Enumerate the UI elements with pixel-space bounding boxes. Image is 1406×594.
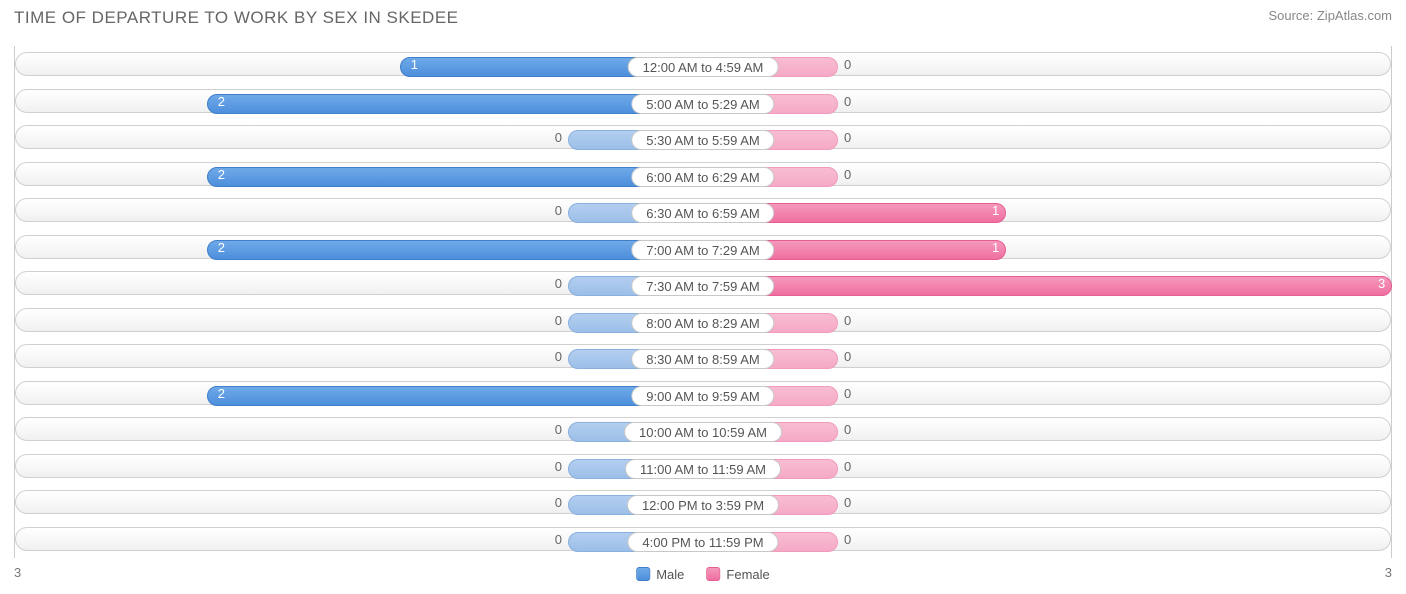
row-label: 8:00 AM to 8:29 AM [631, 313, 774, 333]
row-track: 0 0 4:00 PM to 11:59 PM [15, 527, 1391, 551]
legend-male-swatch [636, 567, 650, 581]
row-track: 2 0 5:00 AM to 5:29 AM [15, 89, 1391, 113]
male-value: 1 [411, 53, 418, 77]
male-value: 2 [218, 163, 225, 187]
male-bar [207, 94, 703, 114]
row-label: 9:00 AM to 9:59 AM [631, 386, 774, 406]
male-value: 0 [555, 272, 562, 296]
male-value: 0 [555, 199, 562, 223]
female-value: 0 [844, 53, 851, 77]
chart-source: Source: ZipAtlas.com [1268, 8, 1392, 23]
chart-row: 2 0 5:00 AM to 5:29 AM [15, 83, 1391, 120]
axis-max-left: 3 [14, 565, 21, 580]
chart-row: 0 0 4:00 PM to 11:59 PM [15, 521, 1391, 558]
row-label: 10:00 AM to 10:59 AM [624, 422, 782, 442]
row-track: 1 0 12:00 AM to 4:59 AM [15, 52, 1391, 76]
row-label: 8:30 AM to 8:59 AM [631, 349, 774, 369]
male-bar [207, 240, 703, 260]
row-track: 2 0 6:00 AM to 6:29 AM [15, 162, 1391, 186]
female-value: 3 [1378, 272, 1385, 296]
row-label: 5:30 AM to 5:59 AM [631, 130, 774, 150]
male-value: 0 [555, 528, 562, 552]
chart-row: 0 0 11:00 AM to 11:59 AM [15, 448, 1391, 485]
chart-row: 0 0 10:00 AM to 10:59 AM [15, 411, 1391, 448]
female-bar [703, 276, 1392, 296]
male-value: 0 [555, 345, 562, 369]
legend-female-label: Female [726, 567, 769, 582]
female-value: 0 [844, 90, 851, 114]
row-track: 0 3 7:30 AM to 7:59 AM [15, 271, 1391, 295]
female-value: 0 [844, 126, 851, 150]
row-label: 6:00 AM to 6:29 AM [631, 167, 774, 187]
male-value: 0 [555, 455, 562, 479]
row-label: 4:00 PM to 11:59 PM [627, 532, 778, 552]
row-label: 6:30 AM to 6:59 AM [631, 203, 774, 223]
female-value: 0 [844, 455, 851, 479]
row-label: 11:00 AM to 11:59 AM [625, 459, 781, 479]
chart-row: 1 0 12:00 AM to 4:59 AM [15, 46, 1391, 83]
female-value: 0 [844, 418, 851, 442]
legend-male: Male [636, 567, 684, 582]
row-track: 0 0 11:00 AM to 11:59 AM [15, 454, 1391, 478]
chart-row: 0 0 8:00 AM to 8:29 AM [15, 302, 1391, 339]
female-value: 0 [844, 491, 851, 515]
row-track: 0 0 8:30 AM to 8:59 AM [15, 344, 1391, 368]
chart-row: 2 1 7:00 AM to 7:29 AM [15, 229, 1391, 266]
chart-title: TIME OF DEPARTURE TO WORK BY SEX IN SKED… [14, 8, 459, 28]
row-track: 0 0 12:00 PM to 3:59 PM [15, 490, 1391, 514]
female-value: 1 [992, 236, 999, 260]
row-label: 7:00 AM to 7:29 AM [631, 240, 774, 260]
male-value: 0 [555, 491, 562, 515]
legend-male-label: Male [656, 567, 684, 582]
row-track: 0 0 10:00 AM to 10:59 AM [15, 417, 1391, 441]
chart-area: 1 0 12:00 AM to 4:59 AM 2 0 5:00 AM to 5:29 A… [14, 46, 1392, 558]
legend-female-swatch [706, 567, 720, 581]
male-value: 2 [218, 90, 225, 114]
female-value: 0 [844, 528, 851, 552]
female-value: 1 [992, 199, 999, 223]
male-bar [207, 167, 703, 187]
male-value: 0 [555, 126, 562, 150]
chart-row: 0 0 8:30 AM to 8:59 AM [15, 338, 1391, 375]
chart-row: 2 0 9:00 AM to 9:59 AM [15, 375, 1391, 412]
chart-row: 0 3 7:30 AM to 7:59 AM [15, 265, 1391, 302]
row-track: 0 0 8:00 AM to 8:29 AM [15, 308, 1391, 332]
chart-row: 2 0 6:00 AM to 6:29 AM [15, 156, 1391, 193]
male-value: 2 [218, 236, 225, 260]
male-value: 0 [555, 418, 562, 442]
row-track: 0 1 6:30 AM to 6:59 AM [15, 198, 1391, 222]
chart-row: 0 0 12:00 PM to 3:59 PM [15, 484, 1391, 521]
row-track: 2 0 9:00 AM to 9:59 AM [15, 381, 1391, 405]
male-bar [207, 386, 703, 406]
chart-row: 0 1 6:30 AM to 6:59 AM [15, 192, 1391, 229]
row-label: 5:00 AM to 5:29 AM [631, 94, 774, 114]
legend-female: Female [706, 567, 769, 582]
female-value: 0 [844, 163, 851, 187]
row-label: 7:30 AM to 7:59 AM [631, 276, 774, 296]
row-track: 0 0 5:30 AM to 5:59 AM [15, 125, 1391, 149]
male-value: 2 [218, 382, 225, 406]
chart-row: 0 0 5:30 AM to 5:59 AM [15, 119, 1391, 156]
female-value: 0 [844, 382, 851, 406]
male-value: 0 [555, 309, 562, 333]
female-value: 0 [844, 309, 851, 333]
row-track: 2 1 7:00 AM to 7:29 AM [15, 235, 1391, 259]
row-label: 12:00 PM to 3:59 PM [627, 495, 779, 515]
row-label: 12:00 AM to 4:59 AM [628, 57, 779, 77]
legend: Male Female [636, 567, 770, 582]
female-value: 0 [844, 345, 851, 369]
axis-max-right: 3 [1385, 565, 1392, 580]
